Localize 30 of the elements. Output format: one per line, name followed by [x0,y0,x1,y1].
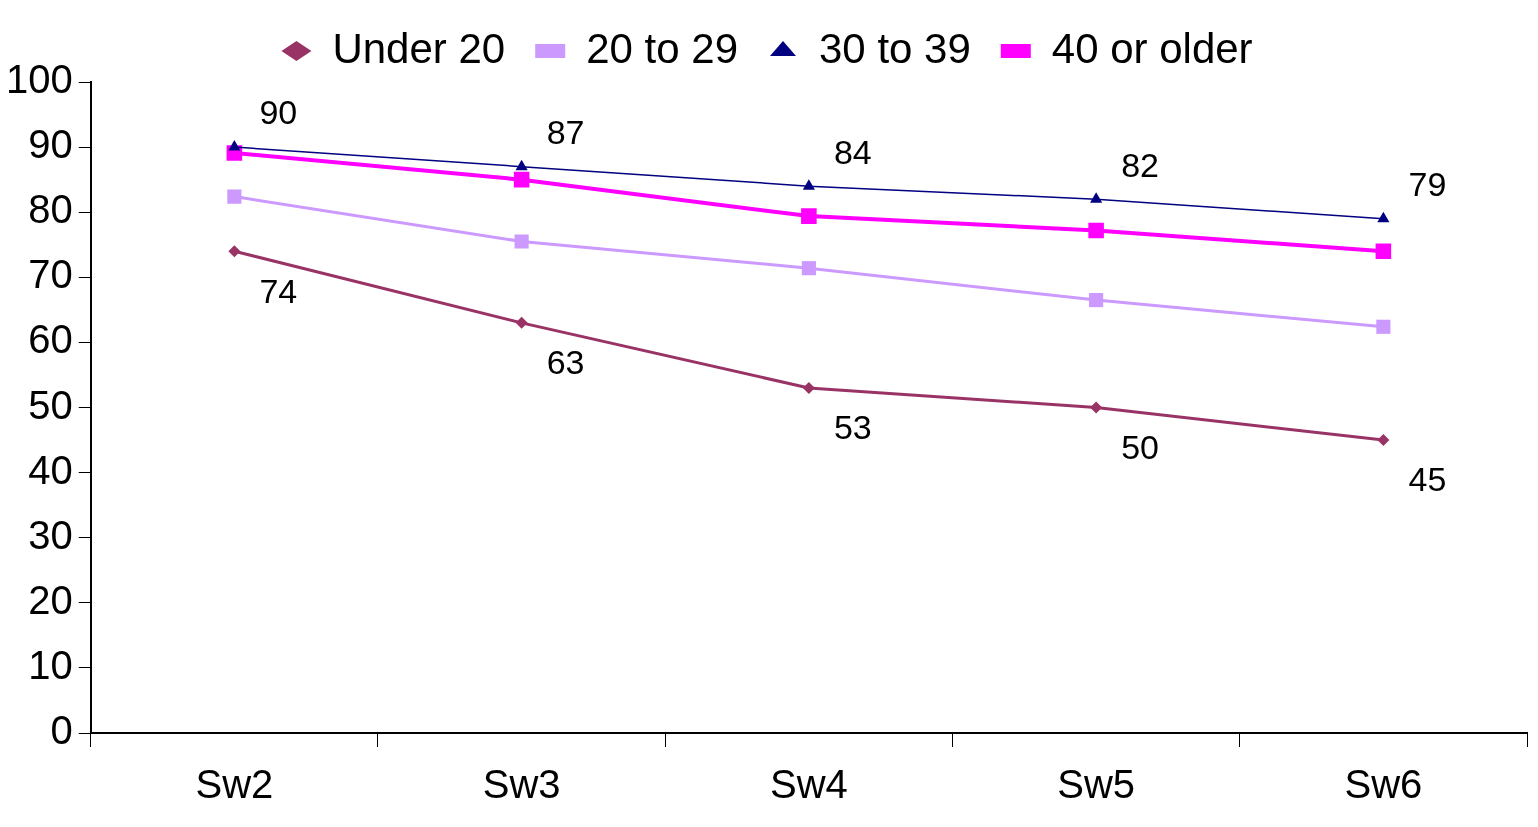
data-label: 53 [833,408,872,447]
data-label: 74 [259,271,298,310]
y-tick-label: 0 [50,708,73,753]
y-tick-label: 20 [28,577,73,622]
y-tick-label: 50 [28,382,73,427]
y-tick-label: 100 [5,57,73,102]
x-tick-label: Sw3 [482,762,561,807]
y-tick-label: 10 [28,642,73,687]
x-tick-label: Sw2 [195,762,274,807]
legend-label: 40 or older [1051,24,1253,72]
legend-label: 30 to 39 [818,24,971,72]
y-tick-label: 80 [28,187,73,232]
legend-label: Under 20 [332,24,506,72]
data-label: 63 [546,343,585,382]
legend-label: 20 to 29 [586,24,739,72]
data-label: 87 [546,113,585,152]
data-label: 84 [833,132,872,171]
y-tick-label: 30 [28,512,73,557]
y-tick-label: 70 [28,252,73,297]
y-tick-label: 90 [28,122,73,167]
data-label: 50 [1121,427,1160,466]
x-tick-label: Sw4 [769,762,848,807]
data-label: 45 [1408,460,1447,499]
y-tick-label: 60 [28,317,73,362]
data-label: 82 [1121,145,1160,184]
data-label: 79 [1408,165,1447,204]
y-tick-label: 40 [28,447,73,492]
x-tick-label: Sw5 [1057,762,1136,807]
x-tick-label: Sw6 [1344,762,1423,807]
data-label: 90 [259,93,298,132]
